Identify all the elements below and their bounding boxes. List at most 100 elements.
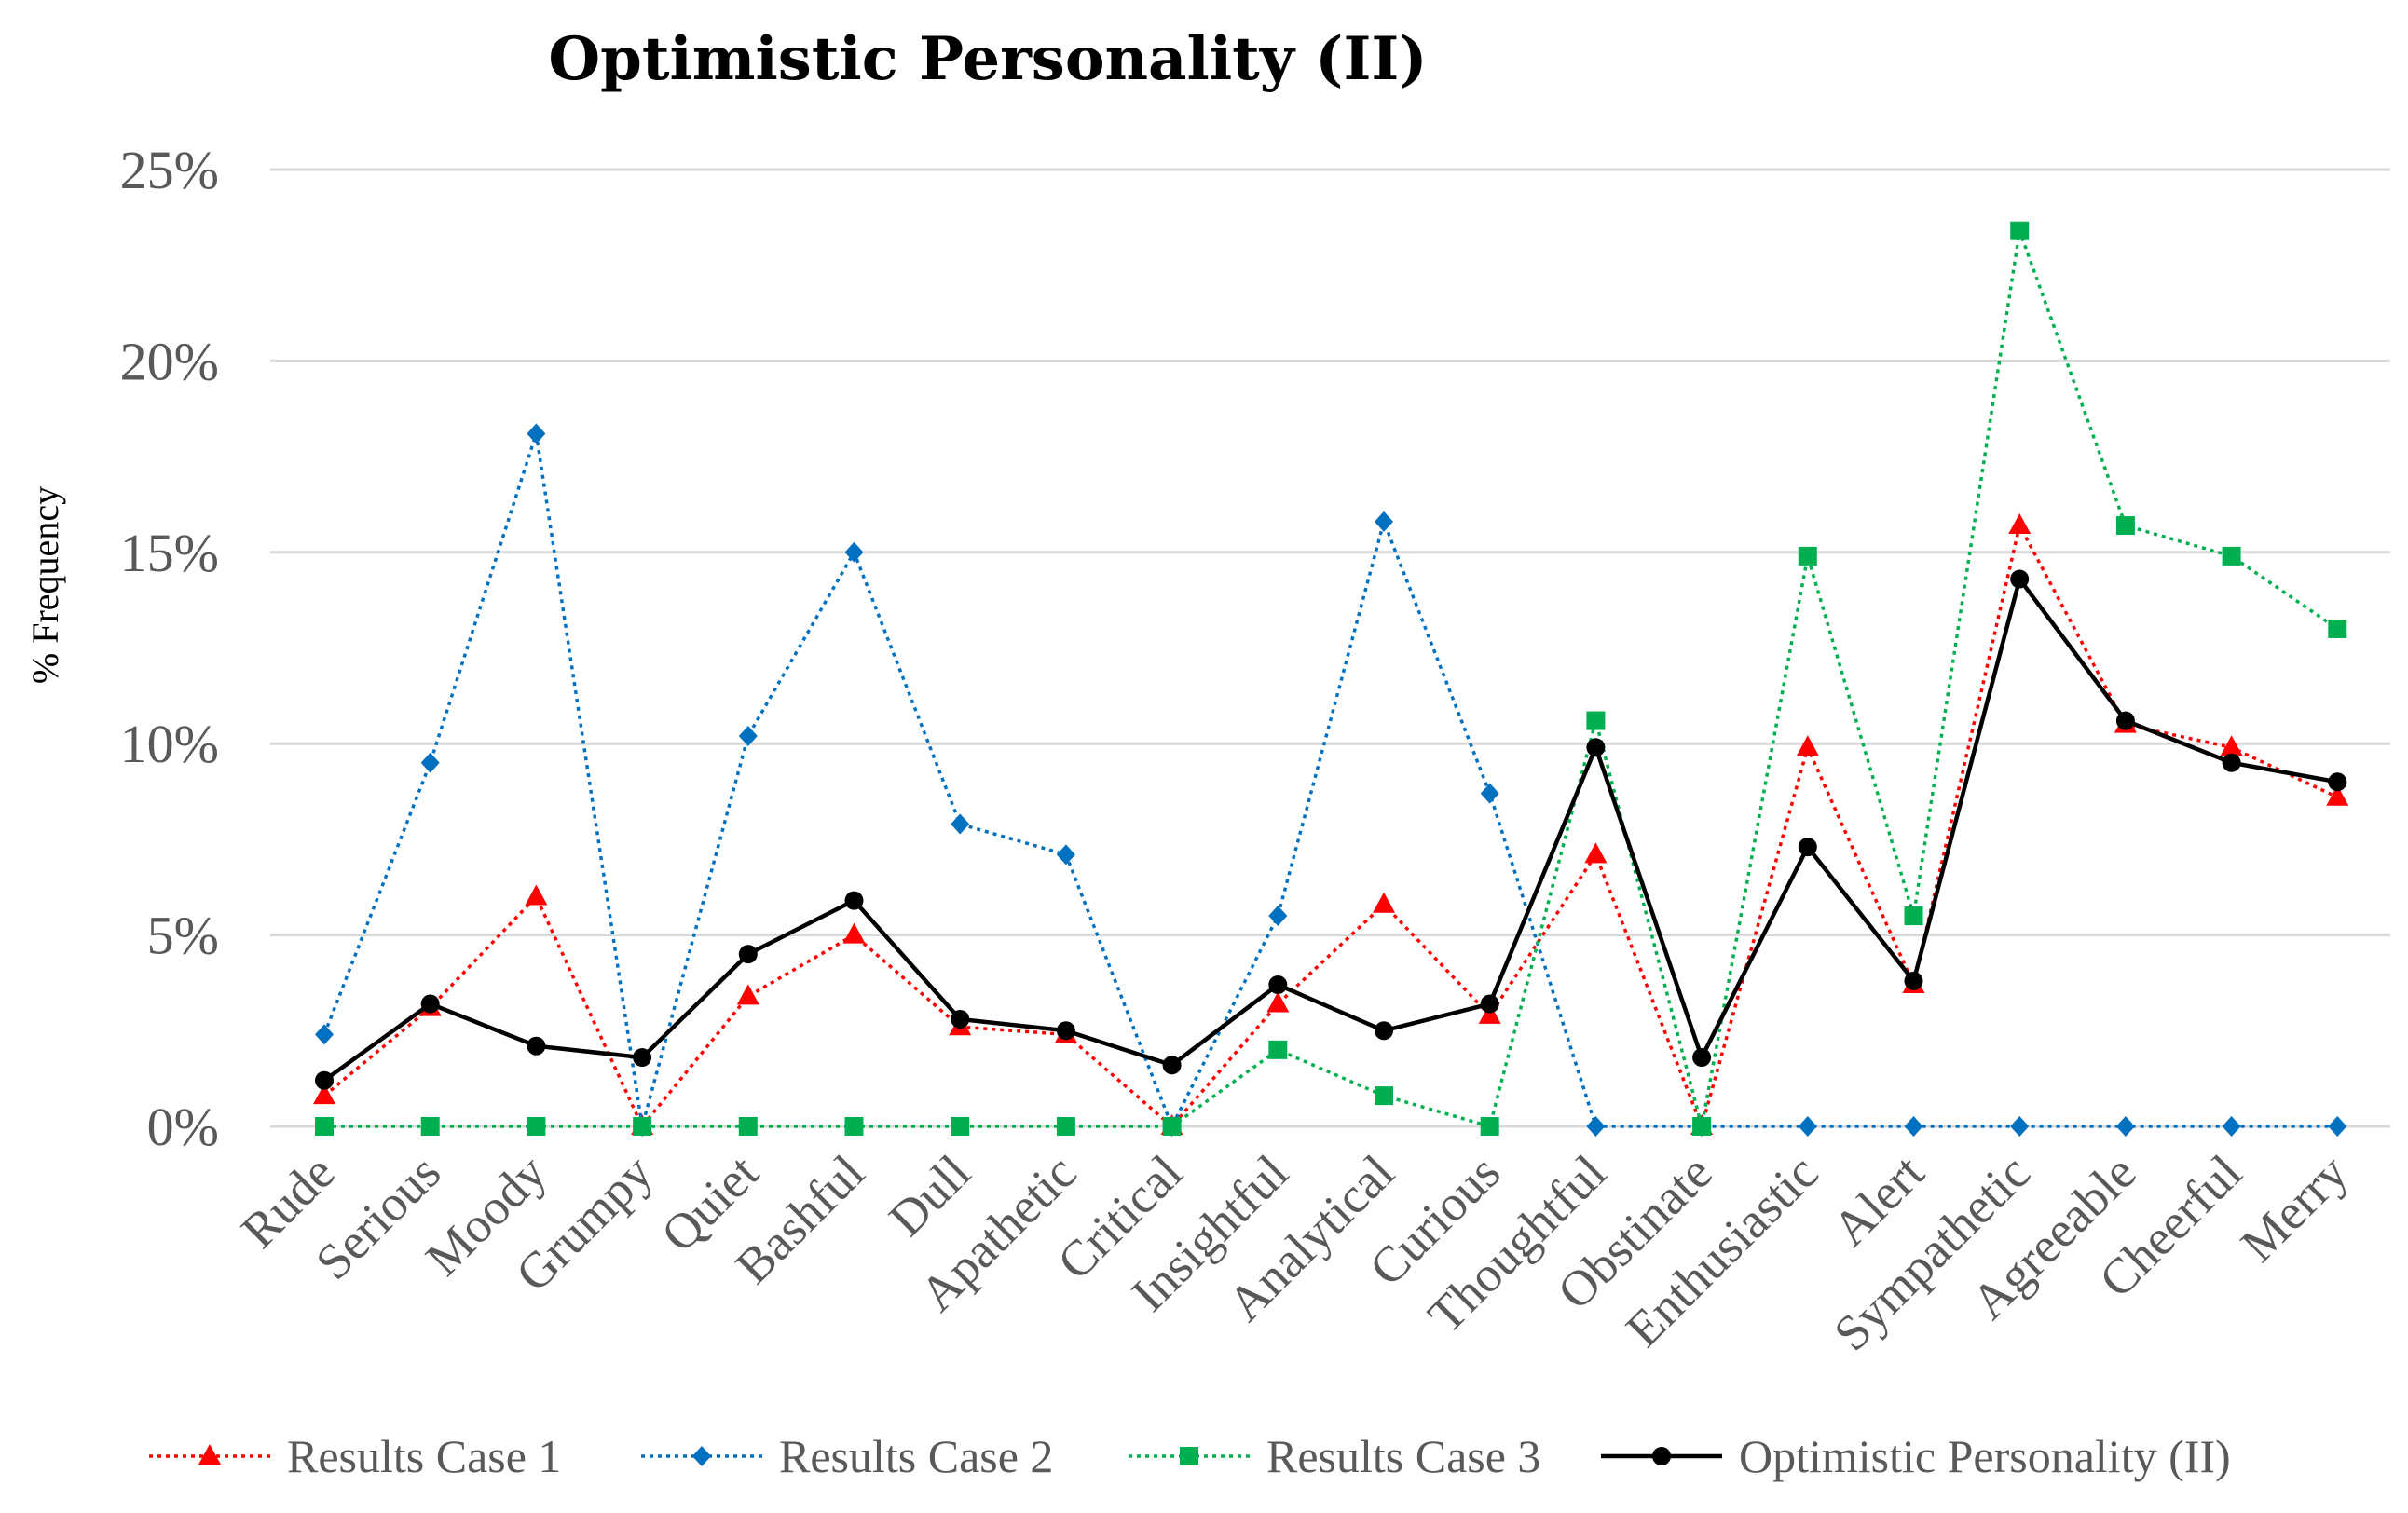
- legend-marker: [1652, 1447, 1671, 1465]
- data-point: [1584, 842, 1608, 864]
- data-point: [2115, 516, 2135, 536]
- data-point: [1692, 1048, 1712, 1068]
- data-point: [951, 1117, 970, 1136]
- data-point: [1586, 1116, 1606, 1137]
- data-point: [2222, 1116, 2241, 1137]
- series-group: [315, 221, 2347, 1136]
- series-group: [313, 221, 2349, 1137]
- data-point: [313, 1084, 335, 1105]
- data-point: [738, 945, 758, 964]
- data-point: [1056, 1117, 1075, 1136]
- data-point: [1586, 738, 1606, 757]
- data-point: [1375, 1021, 1393, 1041]
- legend-marker: [692, 1446, 711, 1466]
- data-point: [1162, 1056, 1182, 1075]
- legend-marker: [198, 1444, 221, 1465]
- data-point: [1373, 892, 1395, 913]
- gridlines: [270, 168, 2390, 1128]
- data-point: [844, 1117, 864, 1136]
- data-point: [2010, 1116, 2030, 1137]
- legend-item: Results Case 1: [149, 1430, 561, 1482]
- y-tick-label: 25%: [120, 140, 219, 200]
- data-point: [2328, 772, 2347, 792]
- data-point: [420, 752, 440, 773]
- data-point: [2115, 711, 2135, 730]
- data-point: [420, 994, 440, 1014]
- data-point: [844, 541, 864, 563]
- series-line: [322, 432, 2338, 1131]
- y-tick-label: 5%: [147, 906, 219, 966]
- legend-item: Optimistic Personality (II): [1601, 1430, 2231, 1482]
- data-point: [1798, 1116, 1817, 1137]
- series-line: [322, 521, 2339, 1132]
- data-point: [1268, 1040, 1288, 1059]
- series-group: [315, 569, 2347, 1090]
- y-axis-label: % Frequency: [24, 486, 66, 684]
- data-point: [1266, 991, 1290, 1013]
- data-point: [1056, 1021, 1075, 1041]
- series-line: [324, 230, 2339, 1129]
- y-tick-labels: 0% 5% 10% 15% 20% 25%: [120, 140, 219, 1157]
- data-point: [1904, 1116, 1923, 1137]
- data-point: [527, 423, 546, 444]
- legend-item: Results Case 2: [641, 1430, 1053, 1482]
- data-point: [951, 1009, 970, 1029]
- y-tick-label: 10%: [120, 714, 219, 774]
- data-point: [315, 1024, 334, 1045]
- data-point: [2328, 1116, 2347, 1137]
- data-point: [525, 884, 548, 906]
- data-point: [1798, 546, 1817, 566]
- data-point: [738, 725, 758, 746]
- data-point: [1162, 1117, 1182, 1136]
- legend-marker: [1180, 1447, 1198, 1465]
- legend-label: Optimistic Personality (II): [1739, 1430, 2231, 1482]
- data-point: [1056, 844, 1075, 866]
- legend-label: Results Case 3: [1266, 1430, 1540, 1482]
- data-point: [1798, 838, 1817, 857]
- data-point: [2222, 546, 2241, 566]
- data-point: [2220, 735, 2243, 756]
- data-point: [1586, 711, 1606, 730]
- legend-label: Results Case 1: [287, 1430, 561, 1482]
- chart-title: Optimistic Personality (II): [548, 24, 1427, 94]
- data-point: [951, 813, 970, 835]
- data-point: [527, 1117, 546, 1136]
- data-point: [315, 1117, 334, 1136]
- data-point: [1904, 971, 1923, 990]
- data-point: [633, 1117, 652, 1136]
- data-point: [420, 1117, 440, 1136]
- data-point: [2010, 221, 2030, 240]
- data-point: [2326, 784, 2349, 806]
- data-point: [1904, 906, 1923, 926]
- data-point: [2008, 513, 2032, 535]
- data-point: [315, 1070, 334, 1090]
- data-point: [1478, 1002, 1501, 1024]
- y-tick-label: 15%: [120, 523, 219, 583]
- data-point: [1796, 735, 1819, 756]
- data-point: [1268, 906, 1288, 927]
- data-point: [1480, 783, 1499, 804]
- data-point: [1375, 1086, 1393, 1106]
- data-point: [842, 922, 866, 944]
- data-point: [633, 1048, 652, 1068]
- legend-item: Results Case 3: [1129, 1430, 1540, 1482]
- legend-label: Results Case 2: [779, 1430, 1053, 1482]
- series-line: [322, 574, 2338, 1083]
- data-point: [2115, 1116, 2135, 1137]
- data-point: [2222, 753, 2241, 772]
- y-tick-label: 20%: [120, 331, 219, 391]
- data-point: [738, 1117, 758, 1136]
- data-point: [1480, 994, 1499, 1014]
- data-point: [1268, 975, 1288, 995]
- data-point: [1480, 1117, 1499, 1136]
- data-point: [1692, 1117, 1712, 1136]
- legend: Results Case 1 Results Case 2 Results Case…: [149, 1430, 2231, 1482]
- data-point: [1375, 511, 1393, 532]
- data-point: [844, 891, 864, 910]
- data-point: [736, 984, 759, 1005]
- y-tick-label: 0%: [147, 1097, 219, 1157]
- data-point: [527, 1036, 546, 1056]
- data-point: [2328, 619, 2347, 638]
